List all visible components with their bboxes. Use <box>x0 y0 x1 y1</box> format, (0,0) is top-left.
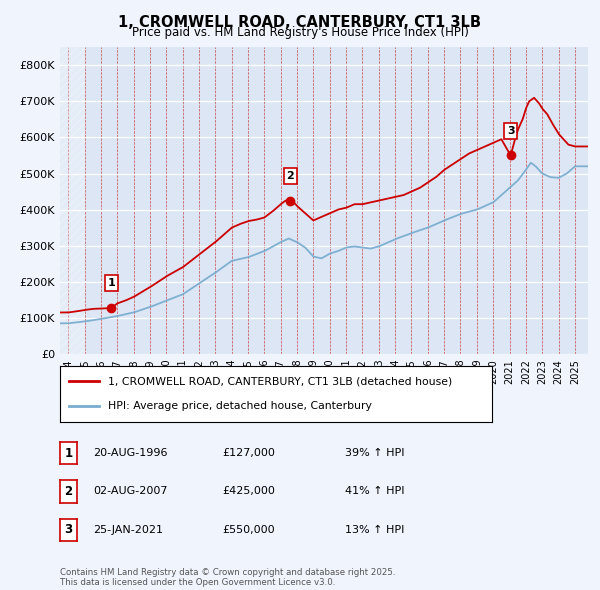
Bar <box>60 47 85 354</box>
Text: Contains HM Land Registry data © Crown copyright and database right 2025.
This d: Contains HM Land Registry data © Crown c… <box>60 568 395 587</box>
Text: 3: 3 <box>64 523 73 536</box>
Text: 25-JAN-2021: 25-JAN-2021 <box>93 525 163 535</box>
Text: 13% ↑ HPI: 13% ↑ HPI <box>345 525 404 535</box>
Text: 1, CROMWELL ROAD, CANTERBURY, CT1 3LB: 1, CROMWELL ROAD, CANTERBURY, CT1 3LB <box>119 15 482 30</box>
Text: 1, CROMWELL ROAD, CANTERBURY, CT1 3LB (detached house): 1, CROMWELL ROAD, CANTERBURY, CT1 3LB (d… <box>107 376 452 386</box>
Text: £550,000: £550,000 <box>222 525 275 535</box>
Text: 2: 2 <box>64 485 73 498</box>
Text: 39% ↑ HPI: 39% ↑ HPI <box>345 448 404 458</box>
Text: 41% ↑ HPI: 41% ↑ HPI <box>345 487 404 496</box>
Text: 2: 2 <box>286 171 294 181</box>
Text: £425,000: £425,000 <box>222 487 275 496</box>
Text: £127,000: £127,000 <box>222 448 275 458</box>
Text: 1: 1 <box>107 278 115 288</box>
Text: 3: 3 <box>507 126 514 136</box>
Text: HPI: Average price, detached house, Canterbury: HPI: Average price, detached house, Cant… <box>107 401 371 411</box>
Text: 1: 1 <box>64 447 73 460</box>
Text: Price paid vs. HM Land Registry's House Price Index (HPI): Price paid vs. HM Land Registry's House … <box>131 26 469 39</box>
Text: 02-AUG-2007: 02-AUG-2007 <box>93 487 167 496</box>
Text: 20-AUG-1996: 20-AUG-1996 <box>93 448 167 458</box>
